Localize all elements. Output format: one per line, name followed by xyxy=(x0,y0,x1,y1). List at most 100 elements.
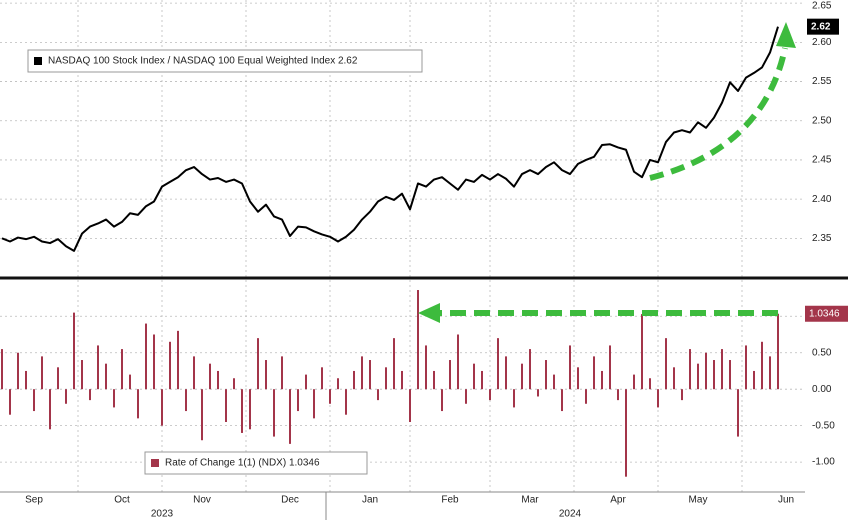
y-tick-label: 2.55 xyxy=(812,76,832,87)
x-group-label: 2024 xyxy=(559,509,582,520)
bar xyxy=(617,389,619,401)
bar xyxy=(281,356,283,390)
bar xyxy=(25,370,27,390)
bar xyxy=(361,356,363,390)
bar xyxy=(601,370,603,390)
bar xyxy=(569,345,571,390)
bar xyxy=(177,330,179,390)
bar xyxy=(777,313,779,390)
bar xyxy=(217,370,219,390)
bar xyxy=(729,360,731,390)
bar xyxy=(713,360,715,390)
bar xyxy=(161,389,163,426)
x-tick-label: Nov xyxy=(193,495,211,506)
bar xyxy=(489,389,491,401)
bar xyxy=(425,345,427,390)
bar xyxy=(129,374,131,390)
bar xyxy=(121,349,123,390)
bar xyxy=(41,356,43,390)
bar xyxy=(377,389,379,401)
bar xyxy=(577,367,579,390)
bar xyxy=(529,349,531,390)
bar xyxy=(145,323,147,390)
bar xyxy=(137,389,139,419)
x-tick-label: Jan xyxy=(362,495,378,506)
bar xyxy=(297,389,299,412)
last-value-label: 1.0346 xyxy=(809,308,840,319)
bar xyxy=(329,389,331,404)
bar xyxy=(593,356,595,390)
bar xyxy=(665,338,667,390)
bar xyxy=(641,314,643,390)
bar xyxy=(385,367,387,390)
bar xyxy=(193,356,195,390)
bar xyxy=(409,389,411,422)
y-tick-label: 2.65 xyxy=(812,1,832,12)
y-tick-label: 0.50 xyxy=(812,347,832,358)
y-tick-label: 2.45 xyxy=(812,155,832,166)
bar xyxy=(185,389,187,412)
x-tick-label: Mar xyxy=(521,495,539,506)
bar xyxy=(609,345,611,390)
bar xyxy=(649,378,651,390)
bar xyxy=(673,367,675,390)
bar xyxy=(289,389,291,444)
bar xyxy=(545,360,547,390)
y-tick-label: 0.00 xyxy=(812,384,832,395)
bar xyxy=(769,356,771,390)
y-tick-label: 2.40 xyxy=(812,194,832,205)
bar xyxy=(369,360,371,390)
bar xyxy=(33,389,35,412)
bar xyxy=(585,389,587,404)
bar xyxy=(81,360,83,390)
annotation-arrowhead xyxy=(776,22,796,48)
bar xyxy=(737,389,739,437)
bar xyxy=(745,345,747,390)
bar xyxy=(201,389,203,441)
bar xyxy=(697,363,699,390)
annotation-arrowhead xyxy=(418,303,440,323)
bar xyxy=(257,338,259,390)
bar xyxy=(633,374,635,390)
bar xyxy=(305,374,307,390)
bar xyxy=(433,370,435,390)
bar xyxy=(537,389,539,397)
y-tick-label: 2.35 xyxy=(812,233,832,244)
bar xyxy=(561,389,563,412)
bar xyxy=(17,352,19,390)
bar xyxy=(705,352,707,390)
bar xyxy=(521,363,523,390)
line xyxy=(1,26,779,252)
bar xyxy=(1,349,3,390)
bar xyxy=(105,363,107,390)
bar xyxy=(9,389,11,415)
legend-box xyxy=(144,451,368,475)
y-tick-label: -1.00 xyxy=(812,457,835,468)
bar xyxy=(417,290,419,390)
last-value-tags: 2.62 1.0346 xyxy=(805,18,848,322)
bar xyxy=(441,389,443,412)
bar xyxy=(401,370,403,390)
bar xyxy=(57,367,59,390)
x-tick-label: Jun xyxy=(778,495,794,506)
bar xyxy=(89,389,91,401)
bar xyxy=(689,349,691,390)
bar xyxy=(513,389,515,408)
bar xyxy=(393,338,395,390)
legend-swatch xyxy=(151,459,159,467)
x-tick-label: Oct xyxy=(114,495,130,506)
bar xyxy=(753,370,755,390)
legend-label: NASDAQ 100 Stock Index / NASDAQ 100 Equa… xyxy=(48,56,358,67)
bar xyxy=(313,389,315,419)
bar xyxy=(481,370,483,390)
legend-box xyxy=(27,49,423,73)
bar xyxy=(265,360,267,390)
x-tick-label: Apr xyxy=(610,495,626,506)
x-tick-label: Sep xyxy=(25,495,43,506)
last-value-tag xyxy=(807,18,839,35)
bar xyxy=(553,374,555,390)
bar xyxy=(241,389,243,433)
y-tick-label: -0.50 xyxy=(812,420,835,431)
